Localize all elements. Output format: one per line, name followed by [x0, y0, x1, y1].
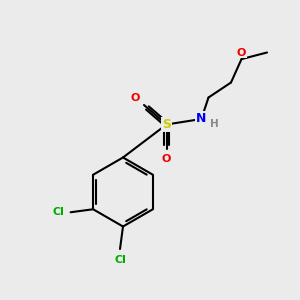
Text: H: H	[209, 118, 218, 129]
Text: O: O	[131, 93, 140, 103]
Text: O: O	[162, 154, 171, 164]
Text: Cl: Cl	[52, 207, 64, 217]
Text: O: O	[237, 47, 246, 58]
Text: Cl: Cl	[114, 255, 126, 266]
Text: S: S	[162, 118, 171, 131]
Text: N: N	[196, 112, 206, 125]
